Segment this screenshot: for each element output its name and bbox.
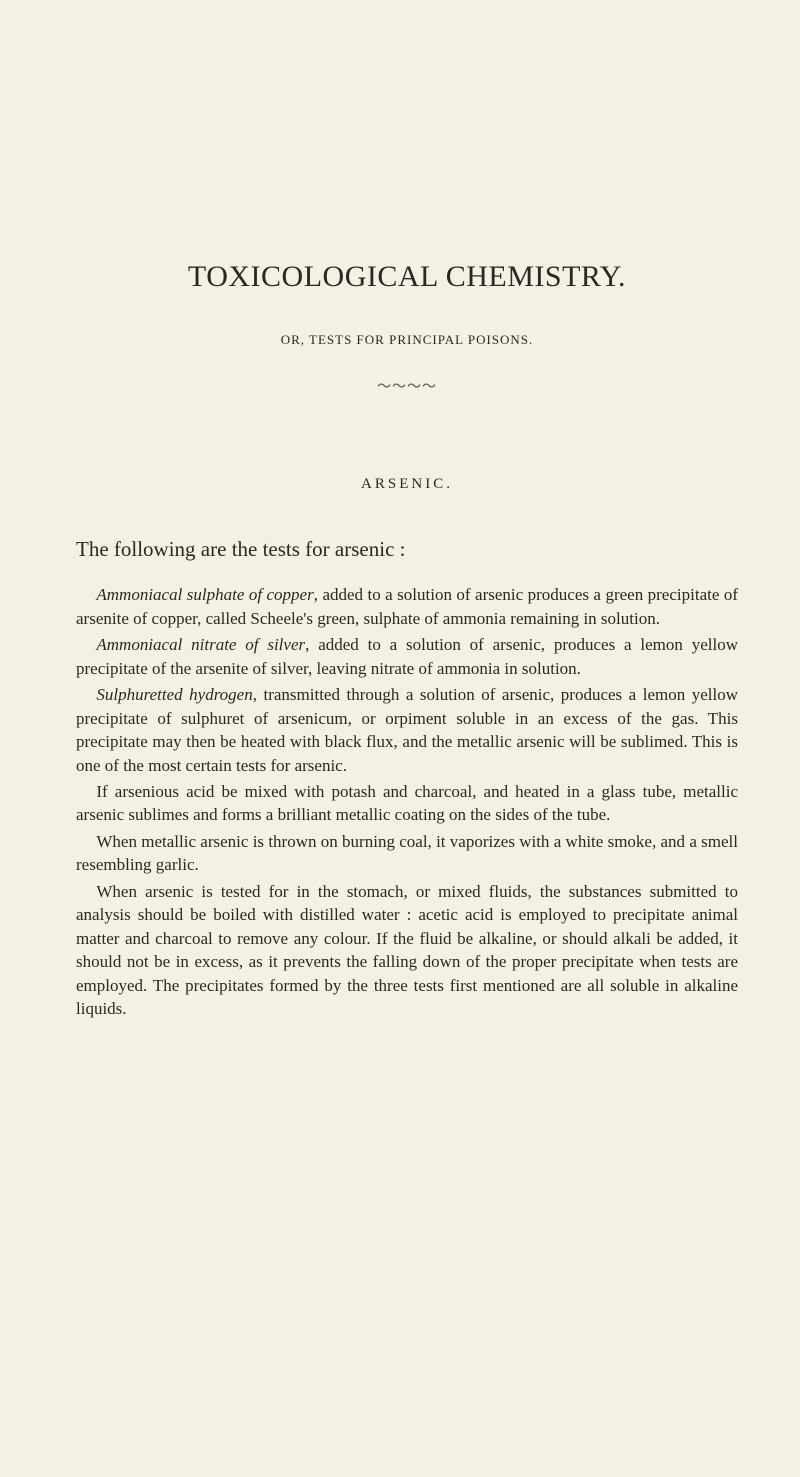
paragraph: When arsenic is tested for in the stomac… <box>76 880 738 1021</box>
paragraph: Sulphuretted hydrogen, transmitted throu… <box>76 683 738 777</box>
paragraph: Ammoniacal nitrate of silver, added to a… <box>76 633 738 680</box>
page-subtitle: OR, TESTS FOR PRINCIPAL POISONS. <box>76 332 738 348</box>
lead-sentence: The following are the tests for arsenic … <box>76 535 738 563</box>
page-title: TOXICOLOGICAL CHEMISTRY. <box>76 260 738 294</box>
paragraph: If arsenious acid be mixed with potash a… <box>76 780 738 827</box>
paragraph: When metallic arsenic is thrown on burni… <box>76 830 738 877</box>
page-container: TOXICOLOGICAL CHEMISTRY. OR, TESTS FOR P… <box>0 0 800 1084</box>
section-heading: ARSENIC. <box>76 476 738 493</box>
paragraph: Ammoniacal sulphate of copper, added to … <box>76 583 738 630</box>
italic-term: Ammoniacal sulphate of copper <box>96 585 313 604</box>
italic-term: Sulphuretted hydrogen <box>96 685 252 704</box>
body-text: Ammoniacal sulphate of copper, added to … <box>76 583 738 1020</box>
italic-term: Ammoniacal nitrate of silver <box>96 635 305 654</box>
ornamental-divider: ～～～～ <box>76 376 738 396</box>
